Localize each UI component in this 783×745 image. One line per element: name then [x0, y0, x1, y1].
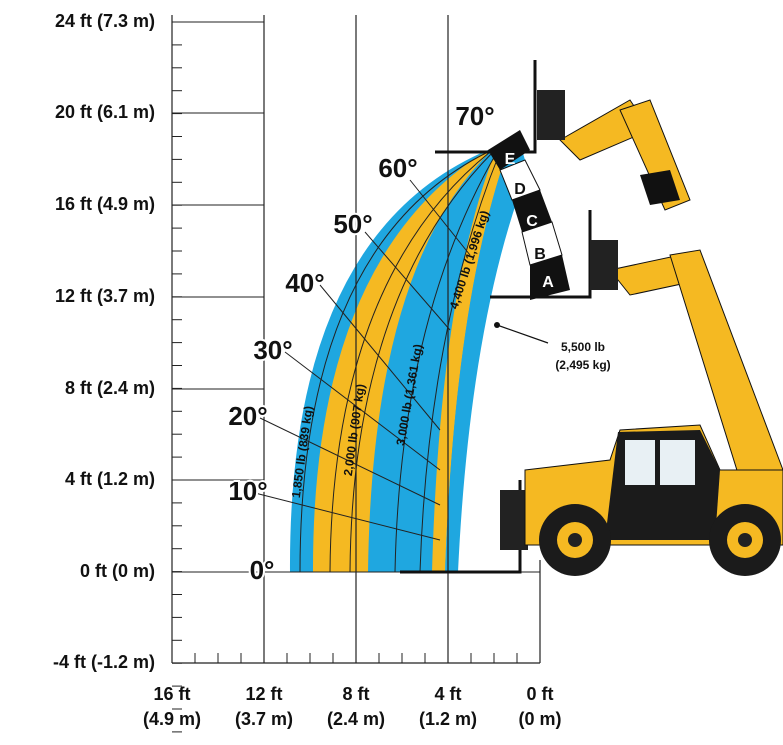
y-label: 20 ft (6.1 m): [55, 102, 155, 122]
angle-label: 60°: [378, 153, 417, 183]
callout-mass: (2,495 kg): [555, 358, 610, 372]
x-label-m: (0 m): [518, 709, 561, 729]
angle-label: 40°: [285, 268, 324, 298]
angle-label: 10°: [228, 476, 267, 506]
x-label-m: (2.4 m): [327, 709, 385, 729]
angle-label: 50°: [333, 209, 372, 239]
callout-dot: [494, 322, 500, 328]
y-label: 16 ft (4.9 m): [55, 194, 155, 214]
y-label: 8 ft (2.4 m): [65, 378, 155, 398]
x-label-ft: 0 ft: [527, 684, 554, 704]
x-label-ft: 16 ft: [153, 684, 190, 704]
page: 24 ft (7.3 m) 20 ft (6.1 m) 16 ft (4.9 m) 1…: [0, 0, 783, 745]
x-label-m: (1.2 m): [419, 709, 477, 729]
zone-label: A: [542, 274, 554, 291]
x-label-m: (4.9 m): [143, 709, 201, 729]
x-label-m: (3.7 m): [235, 709, 293, 729]
zone-label: E: [505, 151, 516, 168]
y-label: 0 ft (0 m): [80, 561, 155, 581]
callout-load: 5,500 lb: [561, 340, 605, 354]
zone-label: C: [526, 213, 538, 230]
load-chart: 24 ft (7.3 m) 20 ft (6.1 m) 16 ft (4.9 m) 1…: [0, 0, 783, 740]
x-label-ft: 4 ft: [435, 684, 462, 704]
telehandler: [500, 90, 783, 576]
y-label: -4 ft (-1.2 m): [53, 652, 155, 672]
x-label-ft: 8 ft: [343, 684, 370, 704]
y-label: 24 ft (7.3 m): [55, 11, 155, 31]
x-label-ft: 12 ft: [245, 684, 282, 704]
callout-leader: [497, 325, 548, 343]
y-label: 4 ft (1.2 m): [65, 469, 155, 489]
angle-label: 70°: [455, 101, 494, 131]
zone-label: B: [534, 246, 546, 263]
y-label: 12 ft (3.7 m): [55, 286, 155, 306]
zone-label: D: [514, 181, 526, 198]
angle-label: 30°: [253, 335, 292, 365]
angle-label: 0°: [250, 555, 275, 585]
angle-label: 20°: [228, 401, 267, 431]
